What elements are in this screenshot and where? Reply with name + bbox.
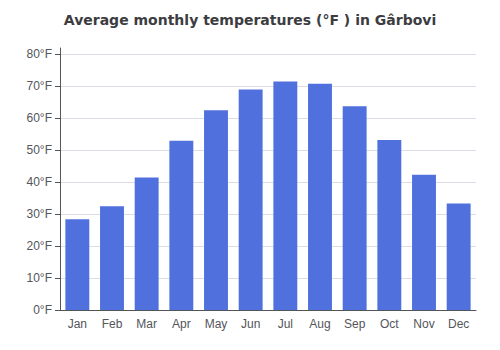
svg-text:80°F: 80°F xyxy=(27,47,52,61)
svg-text:May: May xyxy=(205,317,228,331)
svg-text:Nov: Nov xyxy=(413,317,434,331)
svg-text:Aug: Aug xyxy=(309,317,330,331)
svg-text:Jul: Jul xyxy=(278,317,293,331)
svg-text:Oct: Oct xyxy=(380,317,399,331)
svg-text:Jan: Jan xyxy=(68,317,87,331)
svg-text:10°F: 10°F xyxy=(27,271,52,285)
svg-text:Sep: Sep xyxy=(344,317,366,331)
svg-text:0°F: 0°F xyxy=(33,303,52,317)
svg-text:40°F: 40°F xyxy=(27,175,52,189)
svg-text:Mar: Mar xyxy=(136,317,157,331)
svg-text:70°F: 70°F xyxy=(27,79,52,93)
svg-text:Apr: Apr xyxy=(172,317,191,331)
svg-text:Average monthly temperatures (: Average monthly temperatures (°F ) in Gâ… xyxy=(64,12,436,28)
svg-text:20°F: 20°F xyxy=(27,239,52,253)
svg-text:Jun: Jun xyxy=(241,317,260,331)
svg-text:30°F: 30°F xyxy=(27,207,52,221)
svg-text:60°F: 60°F xyxy=(27,111,52,125)
svg-text:Feb: Feb xyxy=(102,317,123,331)
svg-text:Dec: Dec xyxy=(448,317,469,331)
svg-text:50°F: 50°F xyxy=(27,143,52,157)
